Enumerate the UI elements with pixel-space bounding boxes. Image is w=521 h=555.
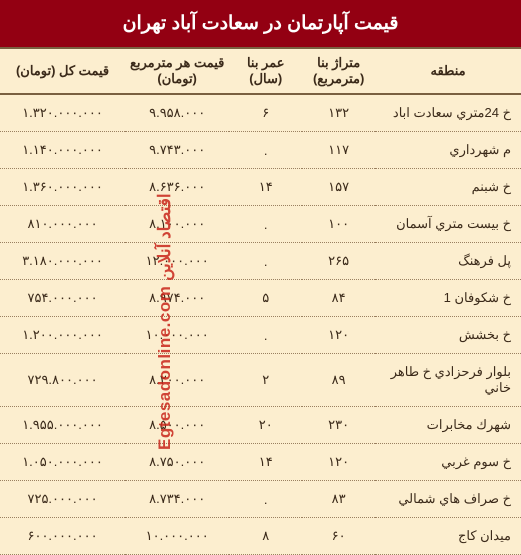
- cell-total: ۸۱۰.۰۰۰.۰۰۰: [0, 206, 125, 243]
- table-row: خ شكوفان 1۸۴۵۸.۹۷۴.۰۰۰۷۵۴.۰۰۰.۰۰۰: [0, 280, 521, 317]
- cell-age: .: [229, 243, 302, 280]
- col-ppsm: قیمت هر مترمربع (تومان): [125, 49, 229, 94]
- col-age: عمر بنا (سال): [229, 49, 302, 94]
- cell-area: ۲۳۰: [302, 407, 375, 444]
- cell-region: خ بخشش: [375, 317, 521, 354]
- table-row: بلوار فرحزادي خ طاهر خاني۸۹۲۸.۲۰۰.۰۰۰۷۲۹…: [0, 354, 521, 407]
- cell-age: ۸: [229, 518, 302, 555]
- cell-ppsm: ۸.۷۵۰.۰۰۰: [125, 444, 229, 481]
- cell-region: بلوار فرحزادي خ طاهر خاني: [375, 354, 521, 407]
- cell-age: ۲: [229, 354, 302, 407]
- cell-ppsm: ۱۲.۰۰۰.۰۰۰: [125, 243, 229, 280]
- cell-area: ۱۲۰: [302, 444, 375, 481]
- cell-ppsm: ۸.۹۷۴.۰۰۰: [125, 280, 229, 317]
- cell-total: ۷۵۴.۰۰۰.۰۰۰: [0, 280, 125, 317]
- table-row: خ شبنم۱۵۷۱۴۸.۶۳۶.۰۰۰۱.۳۶۰.۰۰۰.۰۰۰: [0, 169, 521, 206]
- cell-age: .: [229, 317, 302, 354]
- cell-region: م شهرداري: [375, 132, 521, 169]
- header-row: منطقه متراژ بنا (مترمربع) عمر بنا (سال) …: [0, 49, 521, 94]
- col-region: منطقه: [375, 49, 521, 94]
- cell-region: خ سوم غربي: [375, 444, 521, 481]
- table-row: م شهرداري۱۱۷.۹.۷۴۳.۰۰۰۱.۱۴۰.۰۰۰.۰۰۰: [0, 132, 521, 169]
- cell-ppsm: ۸.۵۰۰.۰۰۰: [125, 407, 229, 444]
- cell-total: ۱.۱۴۰.۰۰۰.۰۰۰: [0, 132, 125, 169]
- table-row: ميدان كاج۶۰۸۱۰.۰۰۰.۰۰۰۶۰۰.۰۰۰.۰۰۰: [0, 518, 521, 555]
- cell-age: .: [229, 206, 302, 243]
- table-container: قیمت آپارتمان در سعادت آباد تهران منطقه …: [0, 0, 521, 555]
- cell-ppsm: ۸.۱۰۰.۰۰۰: [125, 206, 229, 243]
- cell-region: خ شبنم: [375, 169, 521, 206]
- cell-age: ۱۴: [229, 444, 302, 481]
- cell-area: ۱۳۲: [302, 94, 375, 132]
- cell-total: ۷۲۹.۸۰۰.۰۰۰: [0, 354, 125, 407]
- cell-total: ۱.۲۰۰.۰۰۰.۰۰۰: [0, 317, 125, 354]
- table-row: خ سوم غربي۱۲۰۱۴۸.۷۵۰.۰۰۰۱.۰۵۰.۰۰۰.۰۰۰: [0, 444, 521, 481]
- cell-area: ۱۱۷: [302, 132, 375, 169]
- col-total: قیمت کل (تومان): [0, 49, 125, 94]
- cell-region: پل فرهنگ: [375, 243, 521, 280]
- cell-ppsm: ۸.۲۰۰.۰۰۰: [125, 354, 229, 407]
- cell-region: خ شكوفان 1: [375, 280, 521, 317]
- cell-ppsm: ۹.۹۵۸.۰۰۰: [125, 94, 229, 132]
- cell-ppsm: ۸.۶۳۶.۰۰۰: [125, 169, 229, 206]
- cell-age: .: [229, 132, 302, 169]
- cell-age: ۶: [229, 94, 302, 132]
- cell-region: خ بيست متري آسمان: [375, 206, 521, 243]
- table-row: خ بخشش۱۲۰.۱۰.۰۰۰.۰۰۰۱.۲۰۰.۰۰۰.۰۰۰: [0, 317, 521, 354]
- cell-ppsm: ۹.۷۴۳.۰۰۰: [125, 132, 229, 169]
- table-row: شهرك مخابرات۲۳۰۲۰۸.۵۰۰.۰۰۰۱.۹۵۵.۰۰۰.۰۰۰: [0, 407, 521, 444]
- cell-age: ۵: [229, 280, 302, 317]
- cell-total: ۳.۱۸۰.۰۰۰.۰۰۰: [0, 243, 125, 280]
- page-title: قیمت آپارتمان در سعادت آباد تهران: [0, 0, 521, 49]
- col-area: متراژ بنا (مترمربع): [302, 49, 375, 94]
- cell-area: ۱۰۰: [302, 206, 375, 243]
- cell-area: ۸۴: [302, 280, 375, 317]
- cell-region: شهرك مخابرات: [375, 407, 521, 444]
- cell-total: ۱.۹۵۵.۰۰۰.۰۰۰: [0, 407, 125, 444]
- cell-total: ۱.۰۵۰.۰۰۰.۰۰۰: [0, 444, 125, 481]
- cell-region: خ 24متري سعادت اباد: [375, 94, 521, 132]
- cell-area: ۸۹: [302, 354, 375, 407]
- cell-age: ۱۴: [229, 169, 302, 206]
- cell-total: ۱.۳۶۰.۰۰۰.۰۰۰: [0, 169, 125, 206]
- cell-total: ۶۰۰.۰۰۰.۰۰۰: [0, 518, 125, 555]
- cell-ppsm: ۱۰.۰۰۰.۰۰۰: [125, 317, 229, 354]
- cell-area: ۶۰: [302, 518, 375, 555]
- cell-area: ۱۵۷: [302, 169, 375, 206]
- cell-total: ۱.۳۲۰.۰۰۰.۰۰۰: [0, 94, 125, 132]
- table-row: پل فرهنگ۲۶۵.۱۲.۰۰۰.۰۰۰۳.۱۸۰.۰۰۰.۰۰۰: [0, 243, 521, 280]
- cell-area: ۲۶۵: [302, 243, 375, 280]
- table-row: خ بيست متري آسمان۱۰۰.۸.۱۰۰.۰۰۰۸۱۰.۰۰۰.۰۰…: [0, 206, 521, 243]
- cell-region: ميدان كاج: [375, 518, 521, 555]
- cell-age: ۲۰: [229, 407, 302, 444]
- cell-ppsm: ۱۰.۰۰۰.۰۰۰: [125, 518, 229, 555]
- price-table: منطقه متراژ بنا (مترمربع) عمر بنا (سال) …: [0, 49, 521, 555]
- table-row: خ 24متري سعادت اباد۱۳۲۶۹.۹۵۸.۰۰۰۱.۳۲۰.۰۰…: [0, 94, 521, 132]
- cell-area: ۱۲۰: [302, 317, 375, 354]
